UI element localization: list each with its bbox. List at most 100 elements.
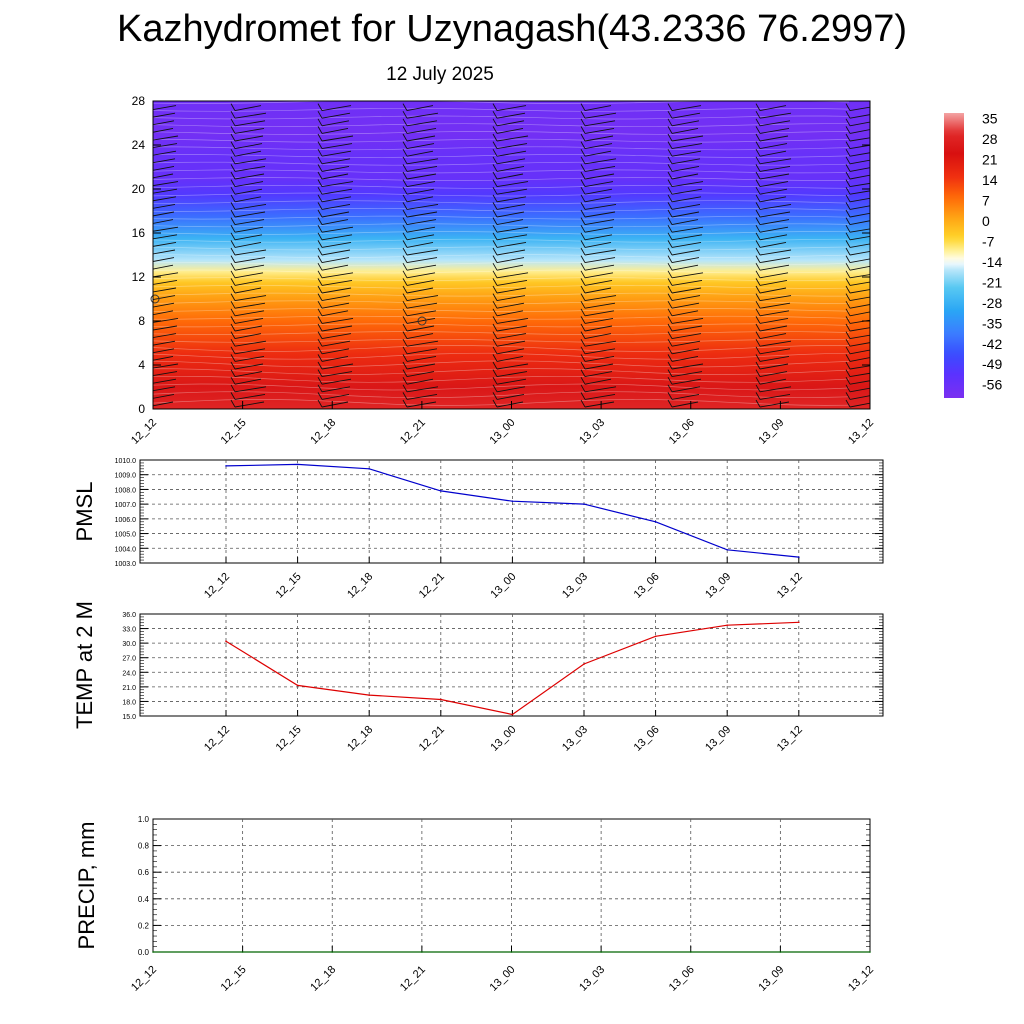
x-tick-label: 13_00 xyxy=(488,724,518,754)
wind-barb xyxy=(402,300,438,309)
y-tick-label: 8 xyxy=(138,314,145,328)
x-tick-label: 13_12 xyxy=(775,571,805,601)
wind-barb xyxy=(755,118,791,127)
wind-barb xyxy=(153,158,176,164)
wind-barb xyxy=(755,126,790,134)
data-point xyxy=(225,640,227,642)
wind-barb xyxy=(153,279,178,285)
wind-barb xyxy=(580,293,617,302)
contour-line xyxy=(153,177,850,181)
contour-line xyxy=(153,331,850,335)
wind-barb xyxy=(402,194,434,203)
wind-barb xyxy=(667,361,704,370)
wind-barb xyxy=(580,247,617,256)
contour-line xyxy=(153,200,850,205)
wind-barb xyxy=(580,186,613,195)
wind-barb xyxy=(845,361,870,370)
wind-barb xyxy=(402,110,439,119)
wind-barb xyxy=(402,293,439,302)
wind-barb xyxy=(153,295,176,300)
x-tick-label: 13_12 xyxy=(846,417,876,447)
wind-barb xyxy=(230,247,267,256)
wind-barb xyxy=(845,179,870,188)
wind-barb xyxy=(402,331,434,340)
wind-barb xyxy=(317,247,351,256)
wind-barb xyxy=(845,232,870,241)
wind-barb xyxy=(845,331,870,340)
wind-barb xyxy=(230,209,266,218)
x-tick-label: 13_03 xyxy=(577,417,607,447)
y-axis-title: PRECIP, mm xyxy=(74,822,99,950)
x-tick-label: 13_06 xyxy=(667,417,697,447)
colorbar-label: 35 xyxy=(982,111,998,127)
wind-barb xyxy=(755,392,791,400)
wind-barb xyxy=(317,392,350,400)
wind-barb xyxy=(667,171,699,180)
wind-barb xyxy=(845,194,870,203)
colorbar-label: -35 xyxy=(982,315,1002,331)
colorbar-label: -42 xyxy=(982,336,1002,352)
wind-barb xyxy=(492,217,524,226)
data-point xyxy=(726,548,728,551)
contour-line xyxy=(153,308,850,312)
x-tick-label: 12_18 xyxy=(308,417,338,447)
wind-barb xyxy=(317,118,350,127)
wind-barb xyxy=(317,126,349,134)
wind-barb xyxy=(845,262,870,271)
contour-line xyxy=(153,285,850,289)
wind-barb xyxy=(667,224,704,233)
wind-barb xyxy=(153,340,176,346)
contour-line xyxy=(153,375,850,383)
wind-barb xyxy=(317,255,350,264)
wind-barb xyxy=(580,103,612,112)
wind-barb xyxy=(755,270,789,279)
x-tick-label: 13_03 xyxy=(560,571,590,601)
x-tick-label: 13_00 xyxy=(488,571,518,601)
wind-barb xyxy=(402,186,435,195)
wind-barb xyxy=(755,103,787,112)
wind-barb xyxy=(845,103,870,112)
wind-barb xyxy=(755,179,789,188)
wind-barb xyxy=(492,194,527,203)
wind-barb xyxy=(492,110,526,119)
wind-barb xyxy=(845,209,870,218)
wind-barb xyxy=(755,186,788,195)
wind-barb xyxy=(317,164,350,172)
wind-barb xyxy=(317,300,350,309)
data-point xyxy=(583,503,585,505)
wind-barb xyxy=(580,194,612,203)
wind-barb xyxy=(580,369,613,378)
wind-barb xyxy=(402,217,437,226)
wind-barb xyxy=(317,171,349,180)
wind-barb xyxy=(845,369,870,378)
wind-barb xyxy=(667,247,701,256)
wind-barb xyxy=(755,308,790,317)
wind-barb xyxy=(845,270,870,279)
wind-barb xyxy=(153,264,174,270)
wind-barb xyxy=(402,224,436,233)
wind-barb xyxy=(153,310,174,316)
wind-barb xyxy=(153,226,179,232)
wind-barb xyxy=(230,164,266,172)
wind-barb xyxy=(153,127,174,133)
wind-barb xyxy=(402,126,437,134)
wind-barb xyxy=(845,323,870,332)
wind-barb xyxy=(492,278,528,286)
wind-barb xyxy=(845,171,870,180)
wind-barb xyxy=(845,224,870,233)
wind-barb xyxy=(153,378,177,384)
contour-line xyxy=(153,292,849,297)
wind-barb xyxy=(845,110,870,119)
wind-barb xyxy=(667,194,702,203)
wind-barb xyxy=(580,376,612,385)
cross-section-panel: 0 4 8 12 16 20 24 28 12_12 12_15 12_18 12_21 13_00 13… xyxy=(129,94,876,447)
wind-barb xyxy=(492,118,525,127)
wind-barb xyxy=(230,399,265,408)
wind-barb xyxy=(580,133,614,142)
wind-barb xyxy=(755,354,790,362)
data-point xyxy=(368,694,371,696)
contour-line xyxy=(153,123,849,128)
data-point xyxy=(368,468,371,470)
wind-barb xyxy=(492,133,529,142)
wind-barb xyxy=(492,293,526,302)
